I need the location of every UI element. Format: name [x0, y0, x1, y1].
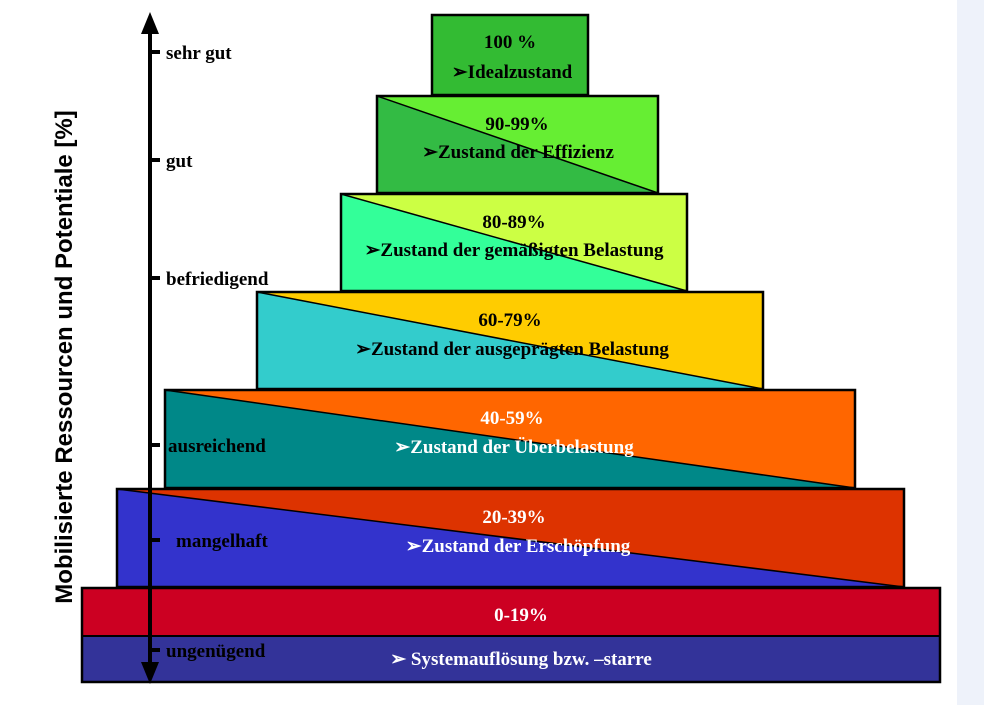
- tick-label: befriedigend: [166, 269, 269, 290]
- diagonal: [256, 291, 764, 390]
- tick: [150, 158, 160, 162]
- level-description: ➢Idealzustand: [452, 62, 573, 83]
- tick-label: sehr gut: [166, 43, 232, 64]
- level-range: 40-59%: [480, 408, 543, 429]
- axis-label: Mobilisierte Ressourcen und Potentiale […: [51, 110, 78, 603]
- level-description: ➢Zustand der Überbelastung: [394, 437, 634, 458]
- diagonal: [116, 488, 905, 588]
- tick-label: ungenügend: [166, 641, 266, 662]
- tick: [150, 648, 160, 652]
- side-panel: [957, 0, 984, 705]
- arrow-head: [141, 12, 159, 34]
- diagonal: [376, 95, 659, 194]
- axis-ticks: sehr gut gut befriedigend ausreichend ma…: [150, 43, 269, 662]
- level-range: 0-19%: [494, 605, 548, 626]
- diagonal: [340, 193, 688, 292]
- level-range: 60-79%: [478, 310, 541, 331]
- level-range: 20-39%: [482, 507, 545, 528]
- tick: [150, 538, 160, 542]
- level-description: ➢ Systemauflösung bzw. –starre: [390, 649, 652, 670]
- tick-label: mangelhaft: [176, 531, 269, 552]
- level-box: [82, 588, 940, 636]
- level-description: ➢Zustand der ausgeprägten Belastung: [355, 339, 669, 360]
- diagonal: [164, 389, 856, 489]
- level-range: 80-89%: [482, 212, 545, 233]
- tick: [150, 443, 160, 447]
- level-box: [82, 636, 940, 682]
- level-description: ➢Zustand der gemäßigten Belastung: [364, 240, 664, 261]
- level-description: ➢Zustand der Effizienz: [422, 142, 614, 163]
- tick: [150, 276, 160, 280]
- level-description: ➢Zustand der Erschöpfung: [406, 536, 631, 557]
- level-box: [432, 15, 588, 95]
- level-range: 90-99%: [485, 114, 548, 135]
- tick-label: gut: [166, 151, 193, 172]
- tick-label: ausreichend: [168, 436, 266, 457]
- arrow-head: [141, 662, 159, 684]
- tick: [150, 50, 160, 54]
- level-range: 100 %: [484, 32, 536, 53]
